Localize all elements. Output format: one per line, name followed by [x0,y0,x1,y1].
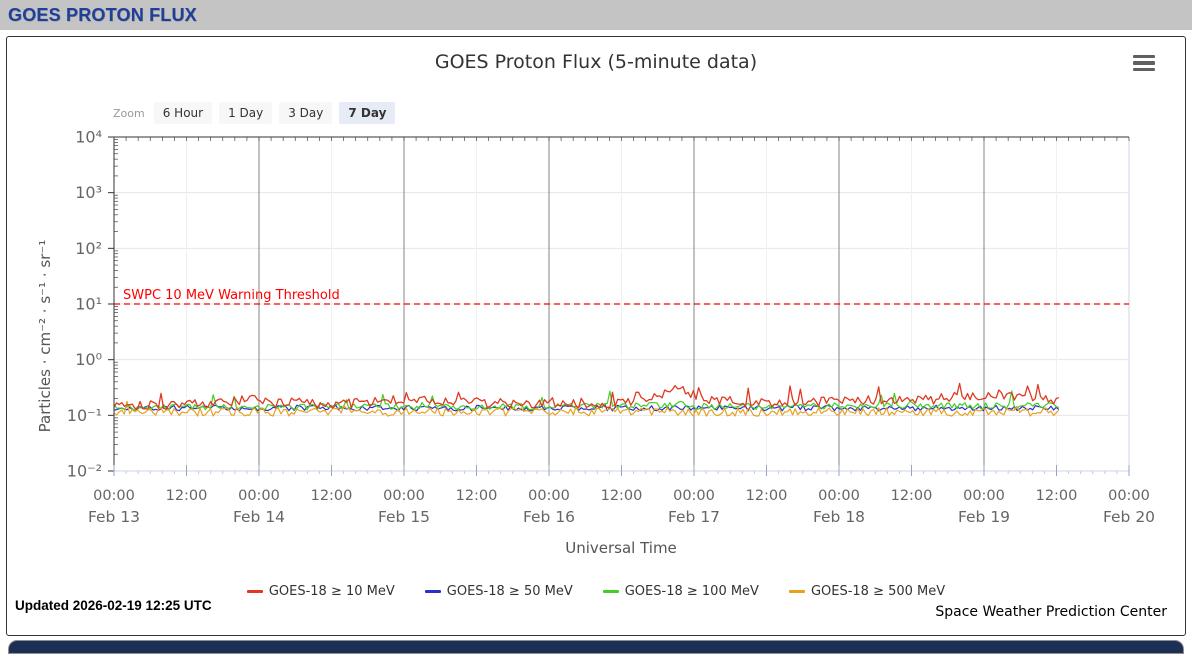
zoom-button-7day[interactable]: 7 Day [339,102,396,124]
y-tick-label: 10⁴ [75,128,102,147]
zoom-label: Zoom [113,106,145,120]
x-tick-time-label: 00:00 [528,488,570,504]
legend-label: GOES-18 ≥ 500 MeV [810,584,946,599]
x-tick-time-label: 12:00 [1036,488,1078,504]
zoom-button-1day[interactable]: 1 Day [219,102,273,124]
x-axis-title: Universal Time [565,539,677,557]
y-tick-label: 10³ [75,183,102,202]
legend-dash-icon [788,590,805,593]
y-tick-label: 10² [75,239,102,258]
x-tick-time-label: 00:00 [93,488,135,504]
zoom-button-3day[interactable]: 3 Day [279,102,333,124]
range-selector: Zoom 6 Hour 1 Day 3 Day 7 Day [113,102,396,124]
x-tick-time-label: 12:00 [601,488,643,504]
x-tick-time-label: 00:00 [383,488,425,504]
y-axis-labels: 10⁴ 10³ 10² 10¹ 10⁰ 10⁻¹ 10⁻² [67,128,102,481]
x-tick-date-label: Feb 14 [233,508,285,526]
page-header-bar: GOES PROTON FLUX [0,0,1192,30]
page-title: GOES PROTON FLUX [8,4,197,25]
legend-dash-icon [602,590,619,593]
plot-area[interactable] [114,137,1129,471]
x-tick-time-label: 12:00 [166,488,208,504]
series-goes-18-10-mev [114,382,1060,410]
legend-dash-icon [424,590,441,593]
updated-timestamp: Updated 2026-02-19 12:25 UTC [15,598,212,613]
y-axis-title: Particles · cm⁻² · s⁻¹ · sr⁻¹ [36,239,54,433]
y-tick-label: 10⁰ [75,350,102,369]
legend-item-goes-18-100-mev[interactable]: GOES-18 ≥ 100 MeV [602,584,759,599]
x-tick-time-label: 00:00 [818,488,860,504]
legend-dash-icon [246,590,263,593]
next-section-header-bar [8,640,1184,654]
axes [108,136,1130,476]
legend-item-goes-18-10-mev[interactable]: GOES-18 ≥ 10 MeV [246,584,395,599]
legend-label: GOES-18 ≥ 50 MeV [446,584,573,599]
x-tick-time-label: 00:00 [673,488,715,504]
legend-label: GOES-18 ≥ 100 MeV [624,584,759,599]
x-tick-time-label: 12:00 [746,488,788,504]
legend-item-goes-18-500-mev[interactable]: GOES-18 ≥ 500 MeV [788,584,946,599]
series-group [114,382,1060,417]
y-tick-label: 10¹ [75,295,102,314]
x-tick-date-label: Feb 20 [1103,508,1155,526]
x-tick-time-label: 12:00 [891,488,933,504]
credit-text: Space Weather Prediction Center [935,604,1167,620]
x-axis-labels: 00:00 Feb 13 12:00 00:00 Feb 14 12:00 00:00 Feb… [88,488,1155,526]
zoom-button-6hour[interactable]: 6 Hour [153,102,213,124]
series-goes-18-100-mev [114,390,1059,411]
series-goes-18-50-mev [114,403,1060,412]
x-tick-time-label: 12:00 [311,488,353,504]
legend-label: GOES-18 ≥ 10 MeV [268,584,395,599]
x-tick-time-label: 00:00 [963,488,1005,504]
x-tick-time-label: 00:00 [238,488,280,504]
x-tick-time-label: 12:00 [456,488,498,504]
y-tick-label: 10⁻¹ [67,406,102,425]
series-goes-18-500-mev [114,400,1060,417]
x-tick-date-label: Feb 19 [958,508,1010,526]
legend-item-goes-18-50-mev[interactable]: GOES-18 ≥ 50 MeV [424,584,573,599]
x-tick-date-label: Feb 13 [88,508,140,526]
chart-panel: GOES Proton Flux (5-minute data) Zoom 6 … [6,36,1186,636]
x-tick-date-label: Feb 17 [668,508,720,526]
y-tick-label: 10⁻² [67,462,102,481]
x-tick-date-label: Feb 15 [378,508,430,526]
x-tick-date-label: Feb 18 [813,508,865,526]
legend: GOES-18 ≥ 10 MeV GOES-18 ≥ 50 MeV GOES-18 … [7,584,1185,599]
chart-title: GOES Proton Flux (5-minute data) [434,51,758,73]
hamburger-menu-icon[interactable] [1133,52,1159,74]
threshold-label: SWPC 10 MeV Warning Threshold [123,288,340,303]
x-tick-time-label: 00:00 [1108,488,1150,504]
x-tick-date-label: Feb 16 [523,508,575,526]
